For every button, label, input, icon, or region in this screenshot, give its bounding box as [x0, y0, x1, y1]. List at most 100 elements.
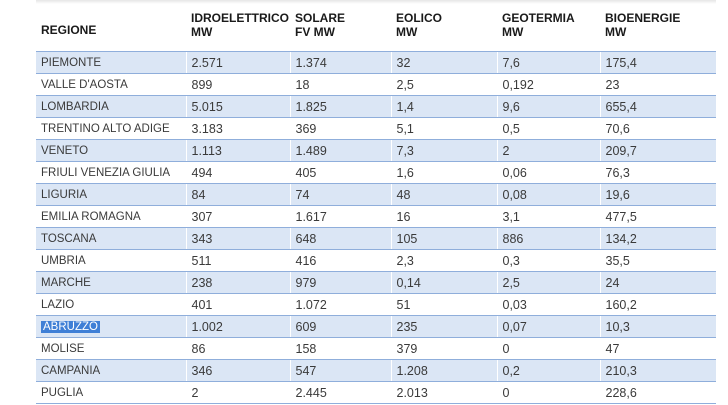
- hydro-header: IDROELETTRICO MW: [186, 8, 290, 52]
- region-cell: TOSCANA: [36, 227, 186, 250]
- solar-cell: 405: [289, 161, 391, 184]
- bioenergy-cell: 210,3: [599, 359, 716, 382]
- solar-cell: 416: [289, 249, 391, 272]
- geothermal-cell: 9,6: [496, 95, 600, 118]
- geothermal-cell: 0,08: [496, 183, 600, 206]
- wind-cell: 2.013: [390, 381, 497, 404]
- region-cell: VENETO: [36, 139, 186, 162]
- wind-cell: 2,3: [390, 249, 497, 272]
- renewable-capacity-table: REGIONE IDROELETTRICO MW SOLARE FV MW EOLICO M…: [36, 8, 716, 404]
- hydro-cell: 2: [185, 381, 290, 404]
- solar-cell: 1.825: [289, 95, 391, 118]
- wind-cell: 105: [390, 227, 497, 250]
- hydro-cell: 86: [185, 337, 290, 360]
- wind-cell: 51: [390, 293, 497, 316]
- solar-cell: 979: [289, 271, 391, 294]
- geothermal-cell: 0,192: [496, 73, 600, 96]
- hydro-cell: 346: [185, 359, 290, 382]
- solar-cell: 609: [289, 315, 391, 338]
- solar-cell: 1.617: [289, 205, 391, 228]
- bioenergy-cell: 23: [599, 73, 716, 96]
- selected-text-highlight[interactable]: ABRUZZO: [41, 320, 100, 333]
- table-row: CAMPANIA 346 547 1.208 0,2 210,3: [36, 359, 716, 382]
- column-header-unit: MW: [502, 25, 524, 39]
- region-cell: ABRUZZO: [36, 315, 186, 338]
- wind-cell: 5,1: [390, 117, 497, 140]
- table-header: REGIONE IDROELETTRICO MW SOLARE FV MW EOLICO M…: [36, 8, 716, 52]
- geothermal-cell: 0: [496, 381, 600, 404]
- hydro-cell: 899: [185, 73, 290, 96]
- column-header-unit: FV MW: [295, 25, 335, 39]
- wind-cell: 7,3: [390, 139, 497, 162]
- table-row: LAZIO 401 1.072 51 0,03 160,2: [36, 293, 716, 316]
- table-row: ABRUZZO 1.002 609 235 0,07 10,3: [36, 315, 716, 338]
- bioenergy-cell: 35,5: [599, 249, 716, 272]
- solar-cell: 1.489: [289, 139, 391, 162]
- column-header-label: GEOTERMIA: [502, 11, 575, 25]
- hydro-cell: 2.571: [185, 51, 290, 74]
- wind-cell: 235: [390, 315, 497, 338]
- geothermal-cell: 0,03: [496, 293, 600, 316]
- solar-cell: 547: [289, 359, 391, 382]
- hydro-cell: 401: [185, 293, 290, 316]
- solar-cell: 18: [289, 73, 391, 96]
- column-header-unit: MW: [191, 25, 213, 39]
- bioenergy-cell: 228,6: [599, 381, 716, 404]
- region-cell: TRENTINO ALTO ADIGE: [36, 117, 186, 140]
- wind-header: EOLICO MW: [391, 8, 497, 52]
- region-cell: MARCHE: [36, 271, 186, 294]
- wind-cell: 0,14: [390, 271, 497, 294]
- solar-cell: 74: [289, 183, 391, 206]
- geothermal-cell: 2: [496, 139, 600, 162]
- geothermal-cell: 7,6: [496, 51, 600, 74]
- column-header-unit: MW: [396, 25, 418, 39]
- column-header-label: IDROELETTRICO: [191, 11, 289, 25]
- region-cell: MOLISE: [36, 337, 186, 360]
- bioenergy-cell: 175,4: [599, 51, 716, 74]
- solar-cell: 158: [289, 337, 391, 360]
- bioenergy-cell: 47: [599, 337, 716, 360]
- geothermal-cell: 2,5: [496, 271, 600, 294]
- region-header: REGIONE: [36, 8, 186, 52]
- bioenergy-cell: 10,3: [599, 315, 716, 338]
- hydro-cell: 511: [185, 249, 290, 272]
- bioenergy-cell: 24: [599, 271, 716, 294]
- header-row: REGIONE IDROELETTRICO MW SOLARE FV MW EOLICO M…: [36, 8, 716, 52]
- geothermal-cell: 0,2: [496, 359, 600, 382]
- bioenergy-cell: 655,4: [599, 95, 716, 118]
- column-header-label: REGIONE: [41, 22, 97, 37]
- region-cell: PIEMONTE: [36, 51, 186, 74]
- wind-cell: 1.208: [390, 359, 497, 382]
- region-cell: PUGLIA: [36, 381, 186, 404]
- geothermal-header: GEOTERMIA MW: [497, 8, 600, 52]
- column-header-label: BIOENERGIE: [605, 11, 681, 25]
- bioenergy-cell: 134,2: [599, 227, 716, 250]
- hydro-cell: 494: [185, 161, 290, 184]
- region-cell: UMBRIA: [36, 249, 186, 272]
- geothermal-cell: 0,07: [496, 315, 600, 338]
- table-row: MOLISE 86 158 379 0 47: [36, 337, 716, 360]
- hydro-cell: 238: [185, 271, 290, 294]
- bioenergy-cell: 209,7: [599, 139, 716, 162]
- column-header-label: SOLARE: [295, 11, 346, 25]
- table-row: FRIULI VENEZIA GIULIA 494 405 1,6 0,06 76,3: [36, 161, 716, 184]
- column-header-unit: MW: [605, 25, 627, 39]
- table-row: LOMBARDIA 5.015 1.825 1,4 9,6 655,4: [36, 95, 716, 118]
- hydro-cell: 1.113: [185, 139, 290, 162]
- wind-cell: 48: [390, 183, 497, 206]
- wind-cell: 379: [390, 337, 497, 360]
- top-rule: [36, 0, 716, 4]
- hydro-cell: 3.183: [185, 117, 290, 140]
- geothermal-cell: 0: [496, 337, 600, 360]
- hydro-cell: 1.002: [185, 315, 290, 338]
- geothermal-cell: 0,3: [496, 249, 600, 272]
- solar-cell: 369: [289, 117, 391, 140]
- region-cell: LAZIO: [36, 293, 186, 316]
- region-cell: LOMBARDIA: [36, 95, 186, 118]
- region-cell: FRIULI VENEZIA GIULIA: [36, 161, 186, 184]
- geothermal-cell: 886: [496, 227, 600, 250]
- bioenergy-cell: 477,5: [599, 205, 716, 228]
- solar-cell: 1.374: [289, 51, 391, 74]
- table-row: MARCHE 238 979 0,14 2,5 24: [36, 271, 716, 294]
- table-row: EMILIA ROMAGNA 307 1.617 16 3,1 477,5: [36, 205, 716, 228]
